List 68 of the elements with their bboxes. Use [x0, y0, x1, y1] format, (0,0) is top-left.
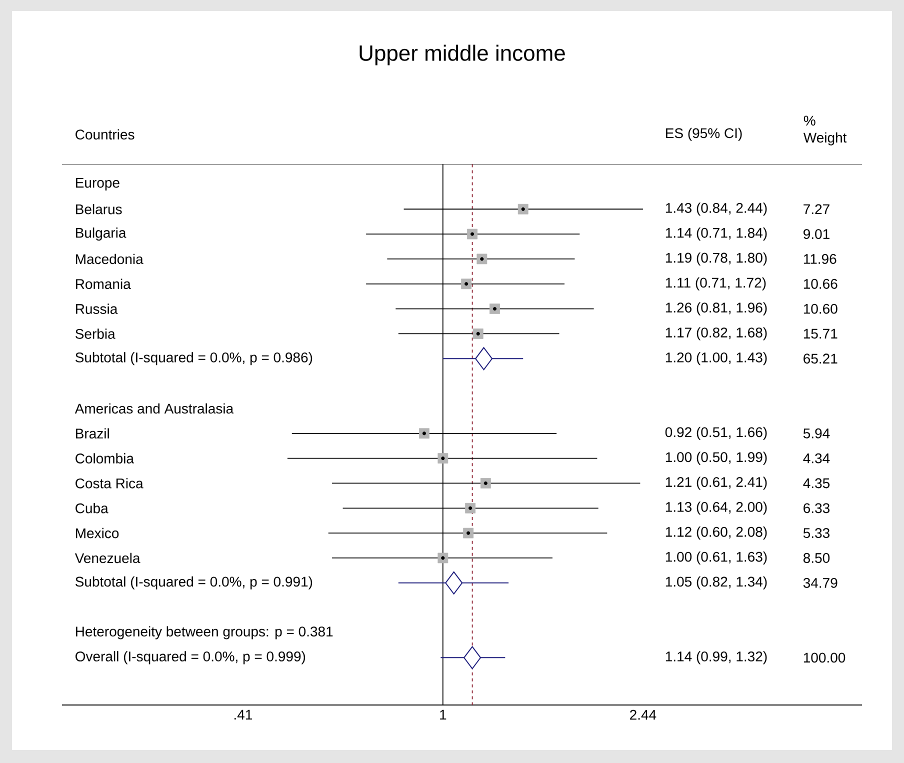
- annotation: 10.60: [804, 304, 838, 314]
- point: [467, 228, 478, 240]
- annotation: 100.00: [804, 652, 846, 663]
- x-tick-label: 1: [440, 710, 446, 720]
- annotation: 1.21 (0.61, 2.41): [666, 476, 767, 490]
- point: [438, 552, 448, 564]
- annotation: 1.00 (0.61, 1.63): [666, 551, 767, 565]
- annotation: 34.79: [803, 578, 838, 588]
- annotation: 1.14 (0.99, 1.32): [666, 651, 767, 664]
- y-tick-label: Belarus: [76, 204, 122, 214]
- y-tick-label: Heterogeneity between groups: p = 0.381: [76, 626, 333, 640]
- y-tick-label: Macedonia: [76, 254, 144, 264]
- y-tick-label: Brazil: [76, 428, 109, 439]
- annotation: 1.17 (0.82, 1.68): [666, 327, 767, 340]
- y-tick-label: Overall (I-squared = 0.0%, p = 0.999): [76, 651, 306, 664]
- annotation: 9.01: [804, 229, 830, 240]
- annotation: 1.43 (0.84, 2.44): [666, 202, 767, 216]
- annotation: 1.19 (0.78, 1.80): [666, 252, 767, 266]
- y-tick-label: Bulgaria: [76, 228, 126, 241]
- annotation: 4.34: [803, 453, 830, 464]
- annotation: 65.21: [804, 354, 838, 364]
- y-tick-label: Cuba: [76, 503, 108, 514]
- annotation: 1.13 (0.64, 2.00): [666, 502, 767, 515]
- y-tick-label: Europe: [76, 178, 120, 190]
- annotation: 5.94: [803, 428, 830, 438]
- annotation: 5.33: [803, 528, 830, 538]
- point: [461, 278, 472, 290]
- y-tick-label: Americas and Australasia: [74, 403, 234, 414]
- annotation: 1.14 (0.71, 1.84): [666, 228, 767, 241]
- y-tick-label: Serbia: [76, 328, 116, 339]
- point: [475, 347, 493, 370]
- y-tick-label: Venezuela: [74, 552, 140, 564]
- point: [465, 502, 476, 514]
- annotation: 10.66: [804, 278, 838, 289]
- annotation: 1.12 (0.60, 2.08): [666, 526, 767, 540]
- point: [438, 453, 448, 464]
- text: Countries: [76, 129, 134, 140]
- point: [472, 328, 484, 339]
- annotation: 0.92 (0.51, 1.66): [665, 426, 767, 440]
- point: [476, 254, 488, 264]
- annotation: 7.27: [804, 204, 830, 214]
- annotation: 1.05 (0.82, 1.34): [666, 576, 767, 590]
- annotation: 1.00 (0.50, 1.99): [666, 452, 767, 465]
- point: [464, 646, 482, 670]
- point: [490, 304, 500, 314]
- y-tick-label: Costa Rica: [76, 478, 144, 488]
- annotation: 8.50: [803, 553, 830, 563]
- y-tick-label: Subtotal (I-squared = 0.0%, p = 0.991): [76, 576, 312, 590]
- y-tick-label: Mexico: [76, 528, 119, 538]
- annotation: 11.96: [804, 254, 836, 264]
- y-tick-label: Romania: [76, 278, 131, 290]
- annotation: 1.20 (1.00, 1.43): [666, 352, 767, 366]
- x-tick-label: .41: [234, 710, 252, 720]
- text: % Weight: [803, 116, 847, 146]
- annotation: 4.35: [803, 478, 830, 488]
- annotation: 1.11 (0.71, 1.72): [666, 277, 766, 290]
- y-tick-label: Russia: [76, 304, 118, 314]
- chart-title: Upper middle income: [360, 44, 565, 66]
- point: [463, 528, 474, 538]
- annotation: 6.33: [804, 503, 830, 514]
- point: [445, 571, 463, 594]
- annotation: 15.71: [804, 328, 838, 339]
- point: [480, 478, 491, 488]
- y-tick-label: Subtotal (I-squared = 0.0%, p = 0.986): [76, 352, 312, 366]
- x-tick-label: 2.44: [630, 710, 656, 720]
- text: ES (95% CI): [666, 128, 742, 141]
- annotation: 1.26 (0.81, 1.96): [666, 302, 767, 316]
- y-tick-label: Colombia: [76, 453, 134, 464]
